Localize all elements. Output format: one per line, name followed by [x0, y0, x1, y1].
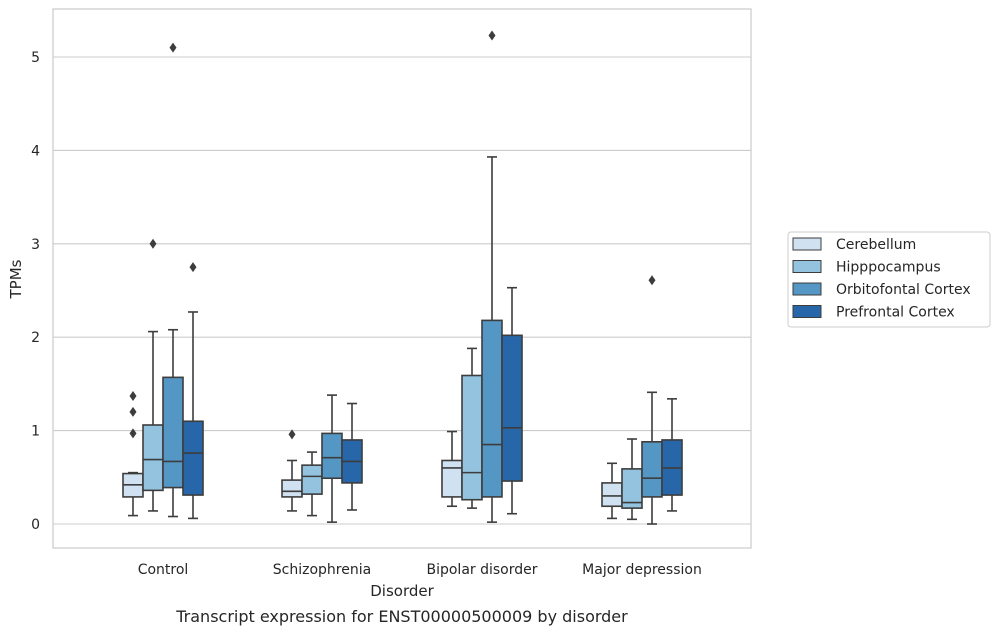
box-body	[601, 482, 623, 508]
legend-swatch	[792, 260, 822, 273]
plot-frame	[52, 8, 752, 549]
x-tick-label: Control	[138, 562, 189, 578]
chart-caption: Transcript expression for ENST0000050000…	[175, 607, 628, 626]
box-body	[301, 464, 323, 495]
box-body	[461, 374, 483, 501]
outlier-point	[488, 30, 496, 41]
legend-item: Orbitofontal Cortex	[792, 282, 971, 298]
y-tick-label: 3	[31, 237, 40, 253]
outlier-point	[129, 391, 137, 402]
box	[162, 42, 184, 518]
y-axis: 0 1 2 3 4 5	[31, 50, 40, 533]
legend-item: Prefrontal Cortex	[792, 305, 955, 321]
series-cerebellum	[122, 391, 623, 520]
series-orbitofontal-cortex	[162, 30, 663, 525]
x-axis-title: Disorder	[370, 582, 434, 600]
y-tick-label: 1	[31, 424, 40, 440]
box	[601, 462, 623, 520]
x-tick-label: Major depression	[582, 562, 702, 578]
box	[301, 451, 323, 517]
series-prefrontal-cortex	[182, 262, 683, 520]
outlier-point	[129, 406, 137, 417]
outlier-point	[189, 262, 197, 273]
box-body	[441, 459, 463, 498]
x-axis: Control Schizophrenia Bipolar disorder Majo…	[138, 562, 702, 578]
box-plot-area	[122, 30, 683, 525]
outlier-point	[288, 429, 296, 440]
box	[182, 262, 204, 520]
box	[641, 275, 663, 525]
x-tick-label: Bipolar disorder	[426, 562, 537, 578]
box	[281, 429, 303, 512]
legend: Cerebellum Hipppocampus Orbitofontal Corte…	[787, 231, 991, 328]
box	[441, 430, 463, 508]
box-body	[182, 420, 204, 496]
outlier-point	[149, 238, 157, 249]
y-tick-label: 2	[31, 330, 40, 346]
box	[122, 391, 144, 517]
legend-frame	[787, 231, 991, 328]
legend-swatch	[792, 305, 822, 318]
legend-label: Prefrontal Cortex	[836, 305, 955, 321]
box-body	[481, 319, 503, 498]
box-body	[281, 479, 303, 498]
y-tick-label: 4	[31, 143, 40, 159]
x-tick-label: Schizophrenia	[273, 562, 371, 578]
box	[621, 438, 643, 521]
box	[501, 286, 523, 515]
box	[321, 394, 343, 523]
box	[481, 30, 503, 523]
legend-label: Hipppocampus	[836, 260, 941, 276]
legend-swatch	[792, 237, 822, 251]
legend-swatch	[792, 282, 822, 296]
legend-label: Orbitofontal Cortex	[836, 282, 971, 298]
box-body	[142, 424, 164, 492]
y-tick-label: 0	[31, 517, 40, 533]
box	[341, 402, 363, 511]
outlier-point	[129, 428, 137, 439]
outlier-point	[169, 42, 177, 53]
y-axis-title: TPMs	[7, 259, 25, 299]
outlier-point	[648, 275, 656, 286]
box-body	[501, 334, 523, 482]
box-body	[162, 376, 184, 489]
y-tick-label: 5	[31, 50, 40, 66]
series-hipppocampus	[142, 238, 643, 521]
box-body	[641, 441, 663, 498]
legend-label: Cerebellum	[836, 237, 916, 253]
box	[661, 398, 683, 512]
box	[461, 347, 483, 509]
legend-item: Cerebellum	[792, 237, 916, 253]
box-body	[321, 432, 343, 480]
box	[142, 238, 164, 512]
legend-item: Hipppocampus	[792, 260, 941, 276]
